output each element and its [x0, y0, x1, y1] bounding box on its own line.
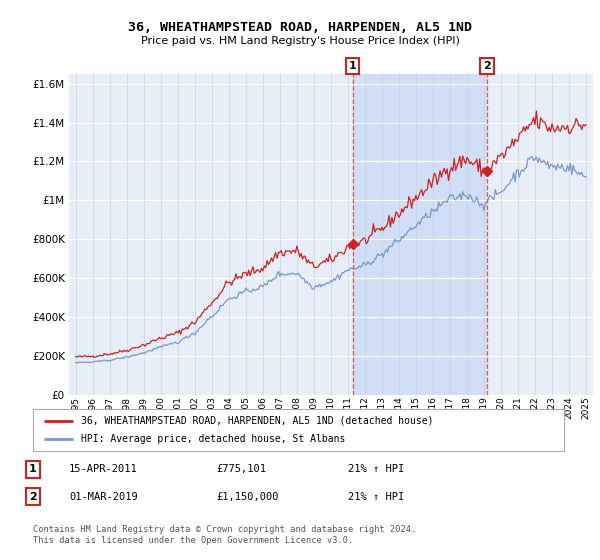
Text: Contains HM Land Registry data © Crown copyright and database right 2024.
This d: Contains HM Land Registry data © Crown c… [33, 525, 416, 545]
Text: 21% ↑ HPI: 21% ↑ HPI [348, 464, 404, 474]
Text: Price paid vs. HM Land Registry's House Price Index (HPI): Price paid vs. HM Land Registry's House … [140, 36, 460, 46]
Text: 21% ↑ HPI: 21% ↑ HPI [348, 492, 404, 502]
Text: 2: 2 [29, 492, 37, 502]
Text: £1,150,000: £1,150,000 [216, 492, 278, 502]
Text: 2: 2 [483, 61, 491, 71]
Text: HPI: Average price, detached house, St Albans: HPI: Average price, detached house, St A… [81, 434, 345, 444]
Text: £775,101: £775,101 [216, 464, 266, 474]
Text: 1: 1 [349, 61, 357, 71]
Text: 1: 1 [29, 464, 37, 474]
Text: 15-APR-2011: 15-APR-2011 [69, 464, 138, 474]
Text: 01-MAR-2019: 01-MAR-2019 [69, 492, 138, 502]
Text: 36, WHEATHAMPSTEAD ROAD, HARPENDEN, AL5 1ND (detached house): 36, WHEATHAMPSTEAD ROAD, HARPENDEN, AL5 … [81, 416, 433, 426]
Text: 36, WHEATHAMPSTEAD ROAD, HARPENDEN, AL5 1ND: 36, WHEATHAMPSTEAD ROAD, HARPENDEN, AL5 … [128, 21, 472, 34]
Bar [353, 74, 487, 395]
